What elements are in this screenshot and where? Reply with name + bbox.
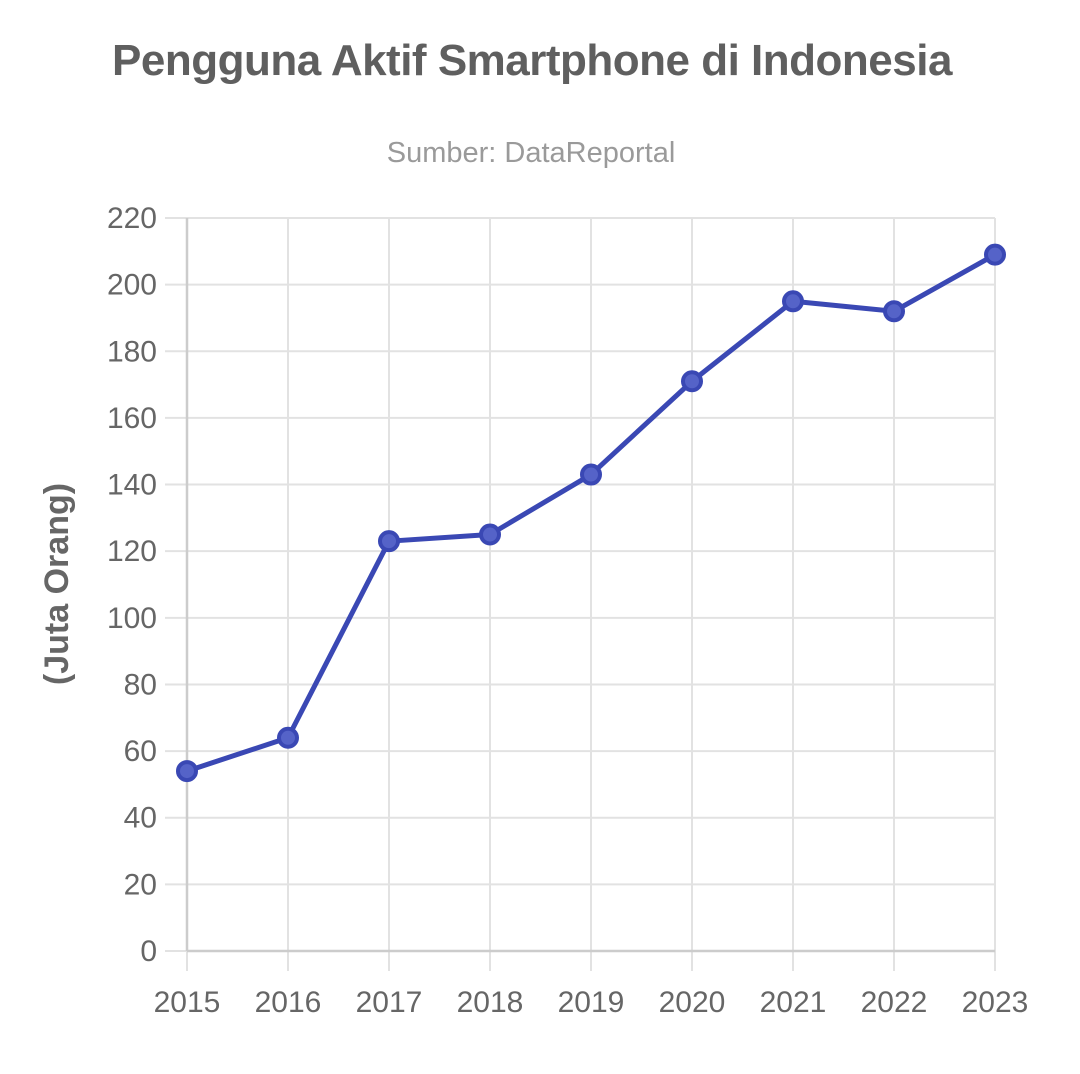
y-tick-label: 100 (107, 602, 157, 635)
data-point (984, 243, 1006, 266)
data-point (580, 463, 602, 486)
y-tick-label: 60 (124, 735, 157, 768)
x-tick-label: 2023 (962, 986, 1029, 1019)
y-tick-label: 220 (107, 202, 157, 235)
y-tick-label: 0 (140, 935, 157, 968)
grid-layer (165, 217, 996, 971)
y-tick-label: 200 (107, 269, 157, 302)
data-point (479, 523, 501, 546)
x-tick-label: 2016 (255, 986, 322, 1019)
y-tick-label: 80 (124, 668, 157, 701)
data-point (176, 760, 198, 783)
y-tick-label: 180 (107, 335, 157, 368)
x-tick-label: 2018 (457, 986, 524, 1019)
x-tick-label: 2019 (558, 986, 625, 1019)
axis-layer (185, 218, 995, 953)
y-tick-label: 120 (107, 535, 157, 568)
y-tick-label: 20 (124, 868, 157, 901)
data-point (782, 290, 804, 313)
x-tick-label: 2020 (659, 986, 726, 1019)
series-layer (176, 243, 1006, 783)
x-tick-label: 2017 (356, 986, 423, 1019)
tick-label-layer: 0 20 40 60 80 100 120 140 160 180 200 220 2015 2016 20… (107, 202, 1028, 1019)
chart-title: Pengguna Aktif Smartphone di Indonesia (112, 36, 952, 85)
data-point (277, 726, 299, 749)
x-tick-label: 2021 (760, 986, 827, 1019)
chart-subtitle: Sumber: DataReportal (386, 137, 676, 169)
data-point (378, 530, 400, 553)
y-axis-title: (Juta Orang) (38, 483, 76, 685)
y-tick-label: 160 (107, 402, 157, 435)
y-tick-label: 40 (124, 802, 157, 835)
x-tick-label: 2015 (154, 986, 221, 1019)
x-tick-label: 2022 (861, 986, 928, 1019)
y-tick-label: 140 (107, 469, 157, 502)
data-point (883, 300, 905, 323)
data-point (681, 370, 703, 393)
